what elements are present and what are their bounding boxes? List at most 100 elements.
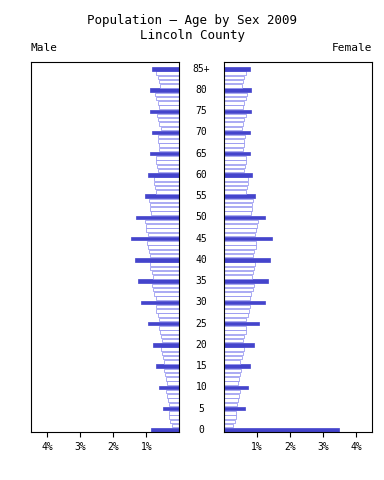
Bar	[164, 369, 179, 372]
Text: 30: 30	[196, 298, 207, 307]
Text: 80: 80	[196, 85, 207, 95]
Bar	[156, 190, 179, 194]
Bar	[224, 173, 252, 177]
Bar	[224, 382, 238, 385]
Bar	[156, 305, 179, 309]
Bar	[224, 182, 248, 185]
Text: 55: 55	[196, 191, 207, 201]
Bar	[224, 84, 242, 87]
Bar	[224, 71, 246, 75]
Bar	[146, 224, 179, 228]
Bar	[150, 263, 179, 266]
Bar	[224, 131, 250, 134]
Bar	[141, 300, 179, 304]
Bar	[150, 88, 179, 92]
Bar	[155, 186, 179, 190]
Bar	[145, 220, 179, 224]
Bar	[224, 254, 253, 257]
Text: Male: Male	[31, 43, 58, 53]
Text: 15: 15	[196, 361, 207, 371]
Bar	[224, 135, 245, 139]
Text: 85+: 85+	[193, 64, 210, 74]
Bar	[167, 394, 179, 397]
Bar	[157, 135, 179, 139]
Bar	[224, 165, 245, 168]
Bar	[224, 233, 255, 236]
Bar	[156, 160, 179, 164]
Bar	[224, 203, 252, 206]
Bar	[224, 190, 247, 194]
Text: 0: 0	[199, 425, 205, 435]
Bar	[150, 203, 179, 206]
Bar	[159, 326, 179, 330]
Bar	[224, 403, 237, 406]
Bar	[224, 318, 247, 321]
Bar	[224, 160, 246, 164]
Bar	[224, 377, 239, 381]
Bar	[152, 284, 179, 287]
Bar	[224, 241, 256, 245]
Bar	[224, 118, 244, 121]
Bar	[157, 165, 179, 168]
Text: Population — Age by Sex 2009
Lincoln County: Population — Age by Sex 2009 Lincoln Cou…	[87, 14, 297, 42]
Bar	[224, 237, 272, 240]
Bar	[224, 343, 253, 347]
Bar	[224, 114, 246, 117]
Bar	[224, 224, 257, 228]
Bar	[224, 292, 251, 296]
Bar	[166, 390, 179, 394]
Bar	[155, 93, 179, 96]
Bar	[224, 152, 250, 156]
Bar	[163, 407, 179, 410]
Text: 45: 45	[196, 234, 207, 244]
Bar	[154, 292, 179, 296]
Bar	[224, 348, 244, 351]
Bar	[224, 109, 251, 113]
Bar	[224, 139, 244, 143]
Text: 25: 25	[196, 319, 207, 329]
Text: 40: 40	[196, 255, 207, 265]
Bar	[157, 313, 179, 317]
Bar	[152, 271, 179, 275]
Bar	[158, 118, 179, 121]
Text: 70: 70	[196, 128, 207, 137]
Bar	[157, 114, 179, 117]
Bar	[224, 360, 240, 364]
Bar	[224, 67, 250, 71]
Bar	[224, 385, 248, 389]
Bar	[224, 194, 255, 198]
Bar	[224, 394, 239, 397]
Bar	[156, 71, 179, 75]
Bar	[224, 322, 258, 325]
Bar	[148, 322, 179, 325]
Bar	[224, 169, 244, 172]
Bar	[156, 297, 179, 300]
Bar	[152, 131, 179, 134]
Bar	[153, 275, 179, 279]
Bar	[147, 241, 179, 245]
Bar	[224, 415, 236, 419]
Bar	[224, 127, 242, 130]
Text: Female: Female	[332, 43, 372, 53]
Bar	[224, 326, 247, 330]
Bar	[147, 245, 179, 249]
Bar	[156, 97, 179, 100]
Bar	[159, 385, 179, 389]
Bar	[150, 152, 179, 156]
Bar	[159, 80, 179, 83]
Bar	[224, 267, 254, 270]
Bar	[224, 80, 243, 83]
Bar	[224, 216, 265, 219]
Bar	[224, 288, 253, 291]
Bar	[224, 156, 247, 160]
Bar	[224, 88, 251, 92]
Bar	[169, 403, 179, 406]
Bar	[224, 390, 240, 394]
Bar	[224, 339, 243, 342]
Bar	[165, 373, 179, 376]
Bar	[224, 369, 241, 372]
Bar	[150, 267, 179, 270]
Bar	[224, 313, 248, 317]
Bar	[158, 139, 179, 143]
Bar	[159, 148, 179, 151]
